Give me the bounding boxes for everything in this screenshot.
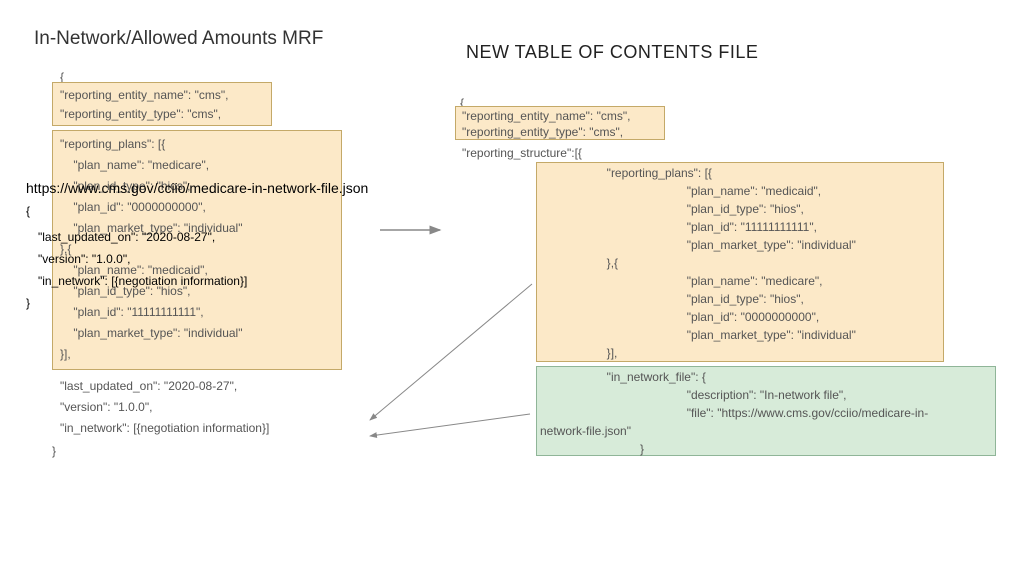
- overlay-brace-close: }: [26, 296, 30, 310]
- right-small-code: "reporting_entity_name": "cms", "reporti…: [462, 108, 630, 140]
- overlay-brace-open: {: [26, 204, 30, 218]
- overlay-url: https://www.cms.gov/cciio/medicare-in-ne…: [26, 180, 368, 196]
- left-small-code: "reporting_entity_name": "cms", "reporti…: [60, 86, 228, 124]
- arrow-diag-2: [370, 414, 530, 436]
- left-brace-close: }: [52, 442, 56, 461]
- right-large-code: "reporting_plans": [{ "plan_name": "medi…: [540, 164, 856, 362]
- right-green-code: "in_network_file": { "description": "In-…: [540, 368, 928, 458]
- left-trailing-code: "last_updated_on": "2020-08-27", "versio…: [60, 376, 269, 439]
- right-structure-line: "reporting_structure":[{: [462, 144, 582, 163]
- arrow-diag-1: [370, 284, 532, 420]
- right-title: NEW TABLE OF CONTENTS FILE: [466, 42, 758, 63]
- overlay-lines: "last_updated_on": "2020-08-27", "versio…: [38, 226, 247, 292]
- left-title: In-Network/Allowed Amounts MRF: [34, 28, 323, 50]
